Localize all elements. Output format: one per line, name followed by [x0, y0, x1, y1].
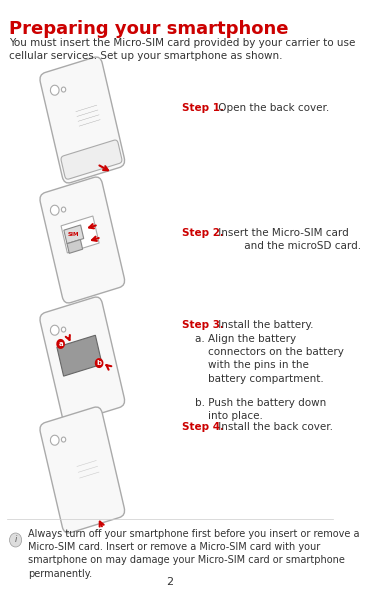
- Circle shape: [51, 205, 59, 215]
- FancyBboxPatch shape: [40, 407, 125, 533]
- FancyArrowPatch shape: [89, 224, 96, 228]
- Text: Install the back cover.: Install the back cover.: [215, 422, 333, 432]
- Text: You must insert the Micro-SIM card provided by your carrier to use
cellular serv: You must insert the Micro-SIM card provi…: [9, 38, 355, 61]
- FancyBboxPatch shape: [40, 177, 125, 303]
- Circle shape: [51, 435, 59, 446]
- Text: Install the battery.: Install the battery.: [215, 320, 313, 330]
- Circle shape: [62, 87, 66, 92]
- FancyBboxPatch shape: [40, 297, 125, 423]
- Circle shape: [95, 358, 103, 368]
- FancyArrowPatch shape: [92, 237, 99, 241]
- Bar: [57, 335, 102, 376]
- Text: a. Align the battery
    connectors on the battery
    with the pins in the
    : a. Align the battery connectors on the b…: [195, 334, 344, 383]
- FancyBboxPatch shape: [61, 140, 122, 179]
- Bar: [61, 216, 99, 253]
- Text: Step 1.: Step 1.: [182, 103, 224, 113]
- Bar: [67, 240, 83, 254]
- FancyArrowPatch shape: [100, 521, 103, 527]
- Text: Always turn off your smartphone first before you insert or remove a
Micro-SIM ca: Always turn off your smartphone first be…: [28, 529, 359, 579]
- Text: Insert the Micro-SIM card
         and the microSD card.: Insert the Micro-SIM card and the microS…: [215, 228, 361, 251]
- Bar: [64, 225, 84, 244]
- Text: b: b: [96, 360, 102, 366]
- Text: Open the back cover.: Open the back cover.: [215, 103, 329, 113]
- Text: i: i: [15, 535, 17, 545]
- Circle shape: [62, 207, 66, 212]
- FancyArrowPatch shape: [100, 166, 108, 170]
- Text: a: a: [58, 341, 63, 347]
- Circle shape: [9, 533, 22, 547]
- Circle shape: [51, 325, 59, 335]
- Text: b. Push the battery down
    into place.: b. Push the battery down into place.: [195, 398, 326, 421]
- Circle shape: [62, 327, 66, 332]
- Text: Preparing your smartphone: Preparing your smartphone: [9, 20, 288, 38]
- Text: SIM: SIM: [67, 232, 79, 237]
- FancyArrowPatch shape: [66, 335, 70, 340]
- Text: Step 3.: Step 3.: [182, 320, 224, 330]
- Text: Step 4.: Step 4.: [182, 422, 224, 432]
- FancyArrowPatch shape: [106, 365, 111, 370]
- Text: 2: 2: [166, 577, 173, 587]
- Circle shape: [56, 339, 65, 349]
- FancyBboxPatch shape: [40, 57, 125, 183]
- Circle shape: [62, 437, 66, 442]
- Circle shape: [51, 85, 59, 95]
- Text: Step 2.: Step 2.: [182, 228, 224, 238]
